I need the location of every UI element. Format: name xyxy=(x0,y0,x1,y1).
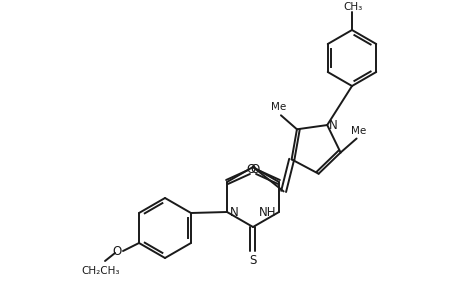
Text: O: O xyxy=(112,245,121,259)
Text: Me: Me xyxy=(271,102,286,112)
Text: NH: NH xyxy=(259,206,276,220)
Text: CH₂CH₃: CH₂CH₃ xyxy=(82,266,120,276)
Text: O: O xyxy=(246,163,255,176)
Text: N: N xyxy=(328,118,337,131)
Text: S: S xyxy=(249,254,256,266)
Text: CH₃: CH₃ xyxy=(342,2,362,12)
Text: N: N xyxy=(229,206,238,220)
Text: O: O xyxy=(250,163,259,176)
Text: Me: Me xyxy=(350,125,365,136)
